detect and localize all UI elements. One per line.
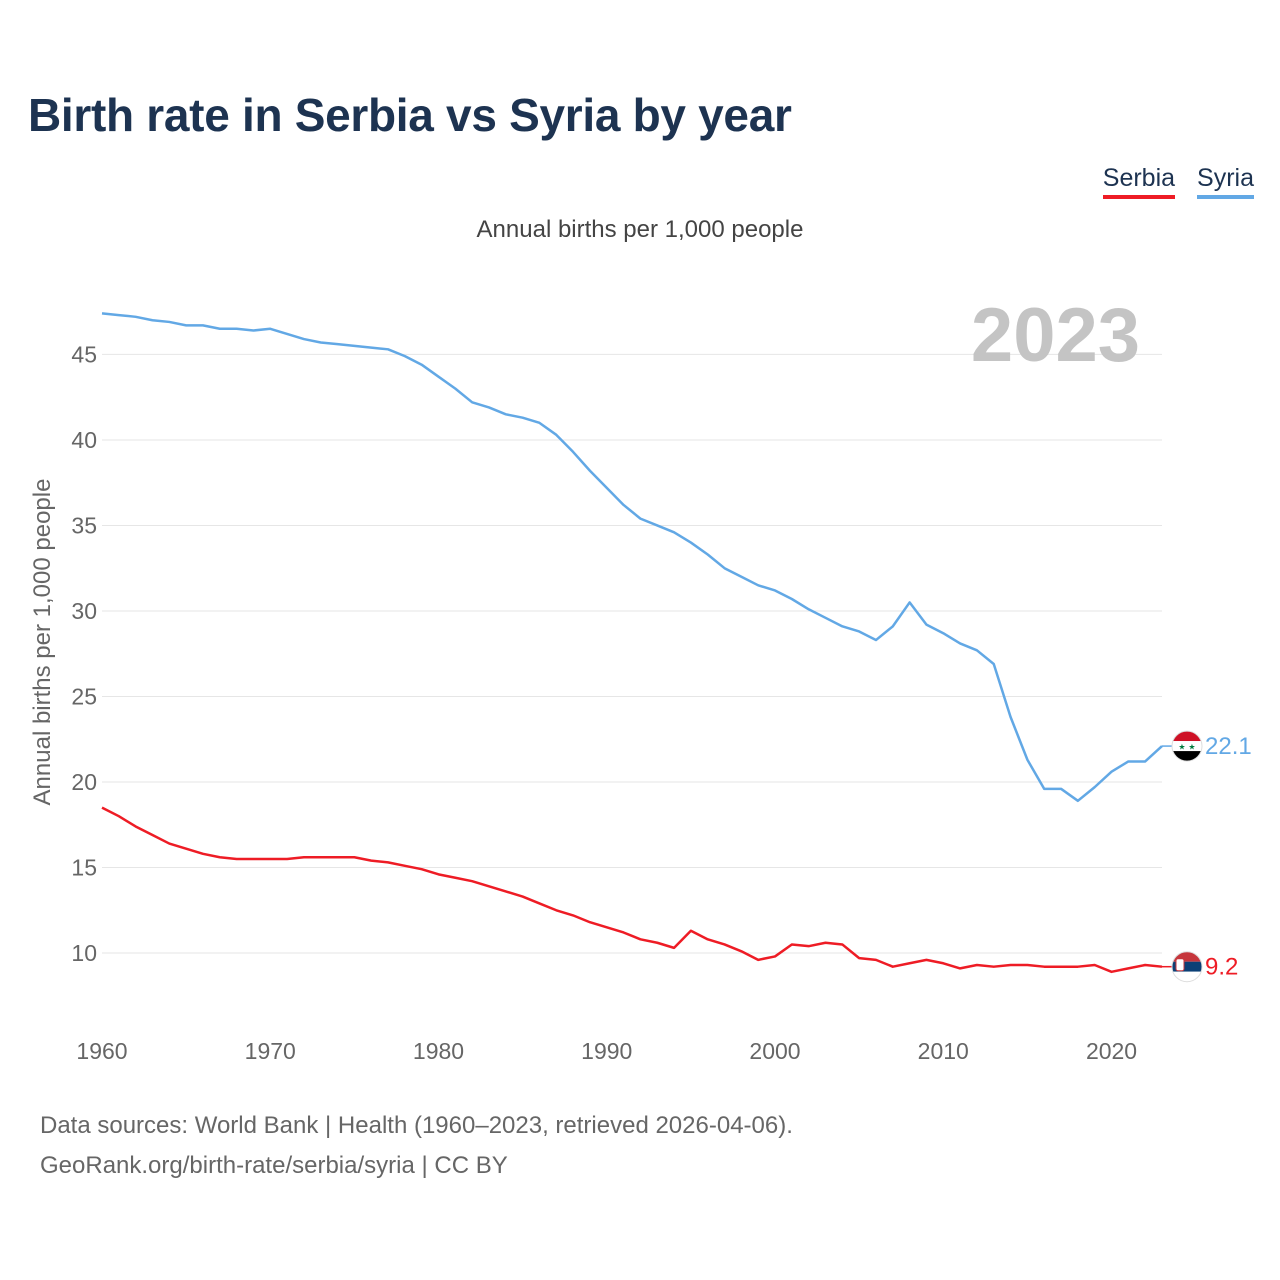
flag-icon-serbia [1171,951,1203,983]
chart-title: Birth rate in Serbia vs Syria by year [28,89,792,141]
y-tick-label-10: 10 [71,940,97,966]
data-source-note: Data sources: World Bank | Health (1960–… [40,1112,793,1139]
legend-item-serbia[interactable]: Serbia [1102,164,1176,199]
y-axis-label: Annual births per 1,000 people [29,479,56,806]
flag-icon-syria: ★ ★ [1171,730,1203,762]
svg-text:★: ★ [1188,743,1195,752]
x-tick-label-1990: 1990 [581,1038,632,1064]
y-tick-label-20: 20 [71,769,97,795]
series-end-markers: 9.2★ ★ 22.1 [1162,730,1252,983]
y-tick-label-35: 35 [71,512,97,538]
y-axis-ticks: 10 15 20 25 30 35 40 45 [71,341,97,966]
y-tick-label-40: 40 [71,427,97,453]
gridlines [102,353,1162,954]
series-line-syria[interactable] [101,312,1163,803]
x-tick-label-1970: 1970 [245,1038,296,1064]
year-watermark: 2023 [971,293,1140,378]
footer: Data sources: World Bank | Health (1960–… [40,1106,793,1186]
y-tick-label-30: 30 [71,598,97,624]
x-tick-label-1980: 1980 [413,1038,464,1064]
end-value-label-serbia: 9.2 [1205,954,1238,981]
x-tick-label-2020: 2020 [1086,1038,1137,1064]
x-tick-label-1960: 1960 [76,1038,127,1064]
y-tick-label-25: 25 [71,683,97,709]
y-tick-label-45: 45 [71,341,97,367]
legend-item-syria[interactable]: Syria [1197,164,1254,199]
source-link[interactable]: GeoRank.org/birth-rate/serbia/syria | CC… [40,1152,508,1179]
x-tick-label-2000: 2000 [749,1038,800,1064]
x-axis-ticks: 1960 1970 1980 1990 2000 2010 2020 [76,1038,1137,1064]
series-line-serbia[interactable] [101,806,1163,974]
line-chart: 10 15 20 25 30 35 40 45 1960 1970 1980 1990 2000 201… [29,293,1252,1064]
series-lines [101,312,1163,974]
legend: Serbia Syria [1102,164,1254,199]
x-tick-label-2010: 2010 [918,1038,969,1064]
end-value-label-syria: 22.1 [1205,733,1252,760]
chart-subtitle: Annual births per 1,000 people [476,216,804,243]
y-tick-label-15: 15 [71,855,97,881]
svg-text:★: ★ [1178,743,1185,752]
